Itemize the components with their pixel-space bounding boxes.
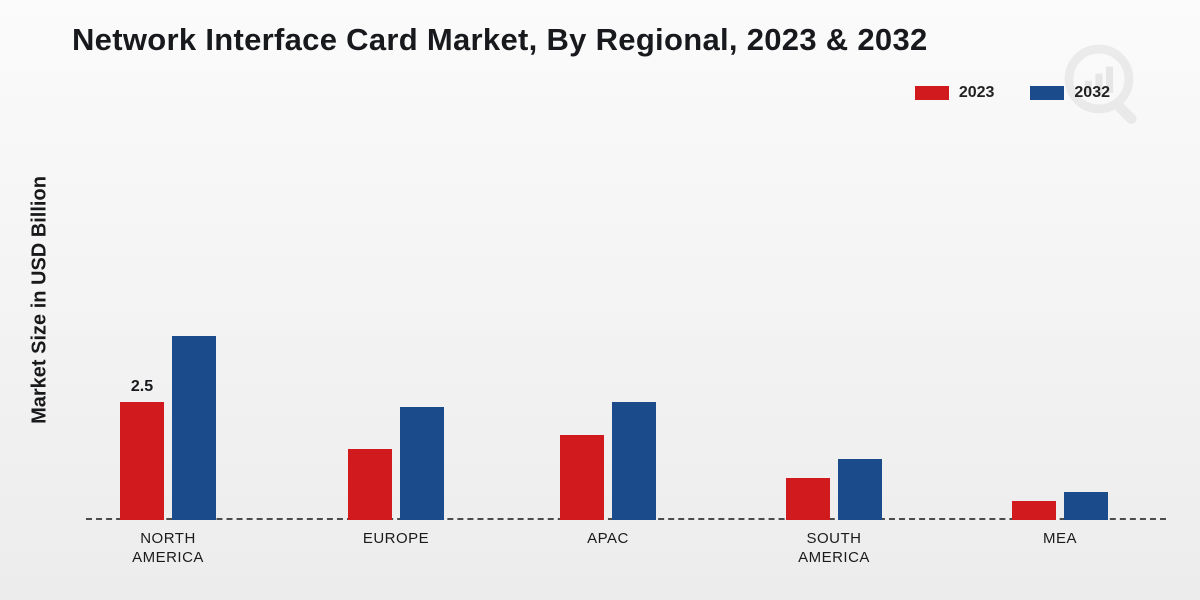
x-axis-category-label: NORTH AMERICA <box>132 530 204 568</box>
bar <box>1064 492 1108 520</box>
legend-label-2032: 2032 <box>1074 84 1110 102</box>
y-axis-label: Market Size in USD Billion <box>29 176 52 424</box>
bar <box>1012 501 1056 520</box>
legend-item-2032: 2032 <box>1030 84 1110 102</box>
legend: 2023 2032 <box>915 84 1110 102</box>
bar-group: EUROPE <box>348 120 444 520</box>
bar-value-label: 2.5 <box>131 378 153 396</box>
legend-swatch-2023 <box>915 86 949 100</box>
bar: 2.5 <box>120 402 164 520</box>
bar-group: 2.5NORTH AMERICA <box>120 120 216 520</box>
bar-group: MEA <box>1012 120 1108 520</box>
x-axis-category-label: EUROPE <box>363 530 429 549</box>
bar <box>560 435 604 520</box>
x-axis-category-label: MEA <box>1043 530 1077 549</box>
legend-swatch-2032 <box>1030 86 1064 100</box>
bar <box>348 449 392 520</box>
legend-label-2023: 2023 <box>959 84 995 102</box>
bar <box>786 478 830 520</box>
x-axis-category-label: APAC <box>587 530 629 549</box>
bar-group: APAC <box>560 120 656 520</box>
plot-area: 2.5NORTH AMERICA EUROPE APAC SOUTH AMERICA M… <box>86 120 1166 520</box>
bar-group: SOUTH AMERICA <box>786 120 882 520</box>
chart-title: Network Interface Card Market, By Region… <box>72 22 928 58</box>
bar <box>612 402 656 520</box>
bar <box>838 459 882 520</box>
legend-item-2023: 2023 <box>915 84 995 102</box>
bar <box>400 407 444 520</box>
x-axis-category-label: SOUTH AMERICA <box>798 530 870 568</box>
chart-canvas: Network Interface Card Market, By Region… <box>0 0 1200 600</box>
bar <box>172 336 216 520</box>
